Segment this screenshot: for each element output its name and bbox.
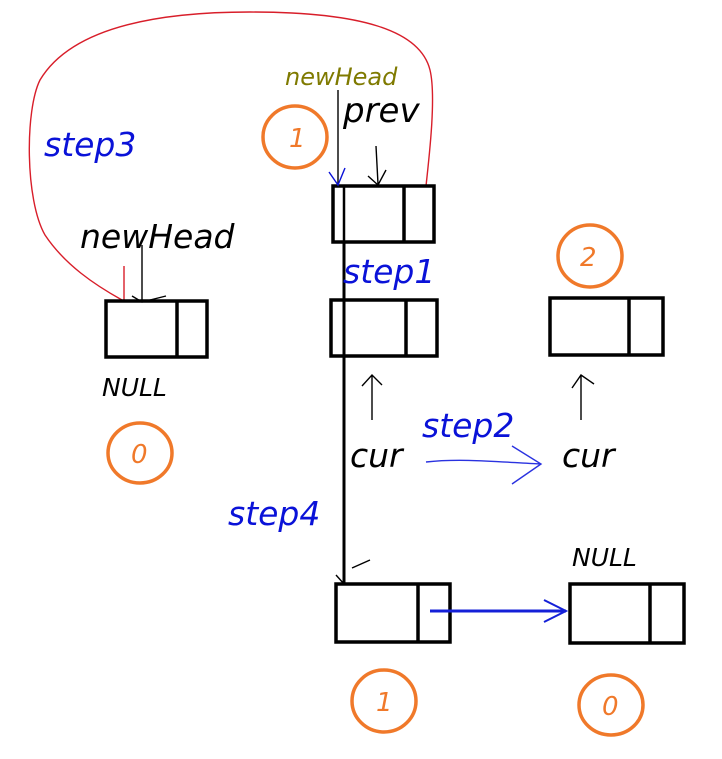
node-prev bbox=[331, 184, 436, 244]
cur-left-label: cur bbox=[350, 436, 405, 475]
badge-bottom-left: 0 bbox=[106, 421, 174, 485]
badge-bottom-right: 0 bbox=[577, 673, 645, 737]
cur-right-pointer bbox=[571, 374, 595, 420]
new-head-left-pointer bbox=[131, 245, 167, 303]
cur-left-pointer bbox=[361, 373, 383, 420]
link-arrowhead bbox=[543, 599, 569, 623]
badge-top-right: 2 bbox=[556, 223, 624, 289]
null-left-label: NULL bbox=[102, 373, 167, 402]
badge-top-right-text: 2 bbox=[580, 243, 597, 273]
step3-label: step3 bbox=[44, 125, 136, 164]
prev-label: prev bbox=[342, 91, 420, 131]
step1-label: step1 bbox=[343, 252, 435, 291]
badge-bottom-middle-text: 1 bbox=[376, 688, 393, 718]
cur-right-label: cur bbox=[562, 436, 617, 475]
node-new-head bbox=[104, 299, 209, 359]
step2-arrow bbox=[425, 445, 543, 485]
new-head-top-label: newHead bbox=[285, 63, 398, 91]
node-bottom-right bbox=[568, 582, 686, 645]
null-bottom-label: NULL bbox=[572, 543, 637, 572]
badge-bottom-middle: 1 bbox=[350, 668, 418, 734]
step4-label: step4 bbox=[228, 494, 320, 533]
node-bottom-middle bbox=[334, 582, 452, 644]
badge-top-middle-text: 1 bbox=[289, 124, 306, 154]
step4-arrowhead bbox=[335, 559, 371, 585]
node-right bbox=[548, 296, 665, 357]
node-cur bbox=[329, 298, 439, 358]
new-head-left-label: newHead bbox=[80, 217, 236, 256]
step2-label: step2 bbox=[422, 406, 514, 445]
badge-top-middle: 1 bbox=[261, 104, 329, 170]
prev-pointer bbox=[367, 145, 387, 187]
new-head-top-arrowhead bbox=[328, 167, 346, 187]
badge-bottom-left-text: 0 bbox=[131, 440, 148, 470]
badge-bottom-right-text: 0 bbox=[602, 692, 619, 722]
step3-curve bbox=[28, 11, 434, 301]
